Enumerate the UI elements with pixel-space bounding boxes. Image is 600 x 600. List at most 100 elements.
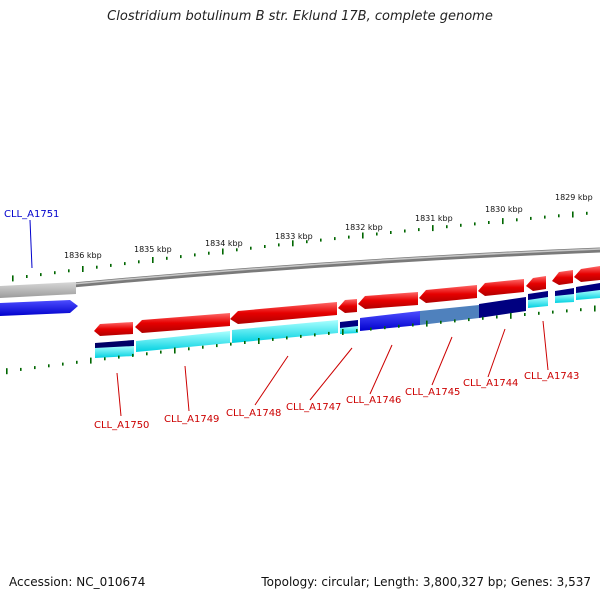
gene-cll-a1750-arrow[interactable] <box>94 322 133 336</box>
gene-label-cll-a1750[interactable]: CLL_A1750 <box>94 420 149 431</box>
minor-tick <box>334 237 336 241</box>
gene-cll-a1751-arrow[interactable] <box>0 300 78 316</box>
minor-tick <box>230 342 232 346</box>
tick-label-1833: 1833 kbp <box>275 232 313 241</box>
minor-tick <box>544 215 546 219</box>
minor-tick <box>40 273 42 277</box>
minor-tick <box>48 364 50 368</box>
genome-backbone-highlight <box>0 248 600 292</box>
major-tick <box>502 218 504 225</box>
minor-tick <box>118 355 120 359</box>
minor-tick <box>460 223 462 227</box>
minor-tick <box>384 326 386 330</box>
minor-tick <box>370 327 372 331</box>
gene-cll-a1748-arrow[interactable] <box>230 302 337 324</box>
tick-label-1834: 1834 kbp <box>205 239 243 248</box>
major-tick <box>572 211 574 218</box>
minor-tick <box>468 318 470 322</box>
minor-tick <box>216 344 218 348</box>
major-tick <box>6 368 8 375</box>
minor-tick <box>20 367 22 371</box>
major-tick <box>362 232 364 239</box>
tick-label-1836: 1836 kbp <box>64 251 102 260</box>
minor-tick <box>586 211 588 215</box>
gene-cll-a1747-arrow[interactable] <box>338 299 357 313</box>
minor-tick <box>524 313 526 316</box>
minor-tick <box>188 347 190 351</box>
minor-tick <box>26 275 28 278</box>
minor-tick <box>286 336 288 340</box>
minor-tick <box>566 309 568 313</box>
minor-tick <box>208 251 210 255</box>
gene-cll-a1744-arrow[interactable] <box>478 279 524 296</box>
major-tick <box>342 329 344 335</box>
minor-tick <box>418 228 420 232</box>
minor-tick <box>538 311 540 315</box>
minor-tick <box>160 350 162 354</box>
minor-tick <box>138 260 140 264</box>
major-tick <box>426 320 428 327</box>
map-title: Clostridium botulinum B str. Eklund 17B,… <box>107 9 493 24</box>
major-tick <box>594 305 596 312</box>
major-tick <box>510 312 512 319</box>
minor-tick <box>412 323 414 327</box>
minor-tick <box>580 308 582 312</box>
gene-labels: CLL_A1751 CLL_A1750 CLL_A1749 CLL_A1748 … <box>4 209 579 431</box>
minor-tick <box>348 235 350 239</box>
minor-tick <box>166 256 168 260</box>
label-leaders <box>29 219 549 417</box>
gene-label-cll-a1743[interactable]: CLL_A1743 <box>524 371 579 382</box>
major-tick <box>292 240 294 247</box>
minor-tick <box>376 232 378 236</box>
minor-tick <box>34 366 36 370</box>
gene-next-arrow-2[interactable] <box>574 266 600 282</box>
minor-tick <box>306 240 308 244</box>
minor-tick <box>124 262 126 266</box>
minor-tick <box>328 331 330 335</box>
minor-tick <box>552 310 554 314</box>
minor-tick <box>264 245 266 248</box>
gene-label-cll-a1749[interactable]: CLL_A1749 <box>164 414 219 425</box>
minor-tick <box>180 255 182 259</box>
minor-tick <box>398 324 400 328</box>
gene-label-cll-a1748[interactable]: CLL_A1748 <box>226 408 281 419</box>
minor-tick <box>530 216 532 220</box>
major-tick <box>152 257 154 263</box>
tick-row-inner <box>6 305 596 375</box>
gene-next-arrow-1[interactable] <box>552 270 573 285</box>
tick-labels: 1836 kbp 1835 kbp 1834 kbp 1833 kbp 1832… <box>64 193 593 260</box>
minor-tick <box>440 320 442 324</box>
minor-tick <box>446 225 448 229</box>
gene-label-cll-a1744[interactable]: CLL_A1744 <box>463 378 518 389</box>
minor-tick <box>96 265 98 269</box>
genome-backbone <box>0 247 600 295</box>
minor-tick <box>278 243 280 247</box>
gene-cll-a1743-arrow[interactable] <box>526 276 546 291</box>
major-tick <box>82 266 84 272</box>
minor-tick <box>272 337 274 341</box>
minor-tick <box>356 329 358 333</box>
forward-gene-track <box>94 266 600 336</box>
minor-tick <box>404 229 406 233</box>
major-tick <box>222 248 224 255</box>
minor-tick <box>496 315 498 319</box>
gene-cll-a1749-arrow[interactable] <box>135 313 230 333</box>
minor-tick <box>488 221 490 224</box>
minor-tick <box>454 319 456 323</box>
minor-tick <box>482 316 484 320</box>
minor-tick <box>68 269 70 273</box>
minor-tick <box>314 333 316 337</box>
gene-cll-a1746-arrow[interactable] <box>358 292 418 309</box>
gene-label-cll-a1747[interactable]: CLL_A1747 <box>286 402 341 413</box>
minor-tick <box>62 362 64 366</box>
minor-tick <box>146 352 148 356</box>
gene-label-cll-a1745[interactable]: CLL_A1745 <box>405 387 460 398</box>
accession-text: Accession: NC_010674 <box>9 575 146 589</box>
major-tick <box>258 338 260 344</box>
gene-label-cll-a1746[interactable]: CLL_A1746 <box>346 395 401 406</box>
minor-tick <box>474 222 476 226</box>
genome-summary-text: Topology: circular; Length: 3,800,327 bp… <box>261 575 591 589</box>
gene-cll-a1745-arrow[interactable] <box>419 285 477 303</box>
gene-label-cll-a1751[interactable]: CLL_A1751 <box>4 209 59 220</box>
